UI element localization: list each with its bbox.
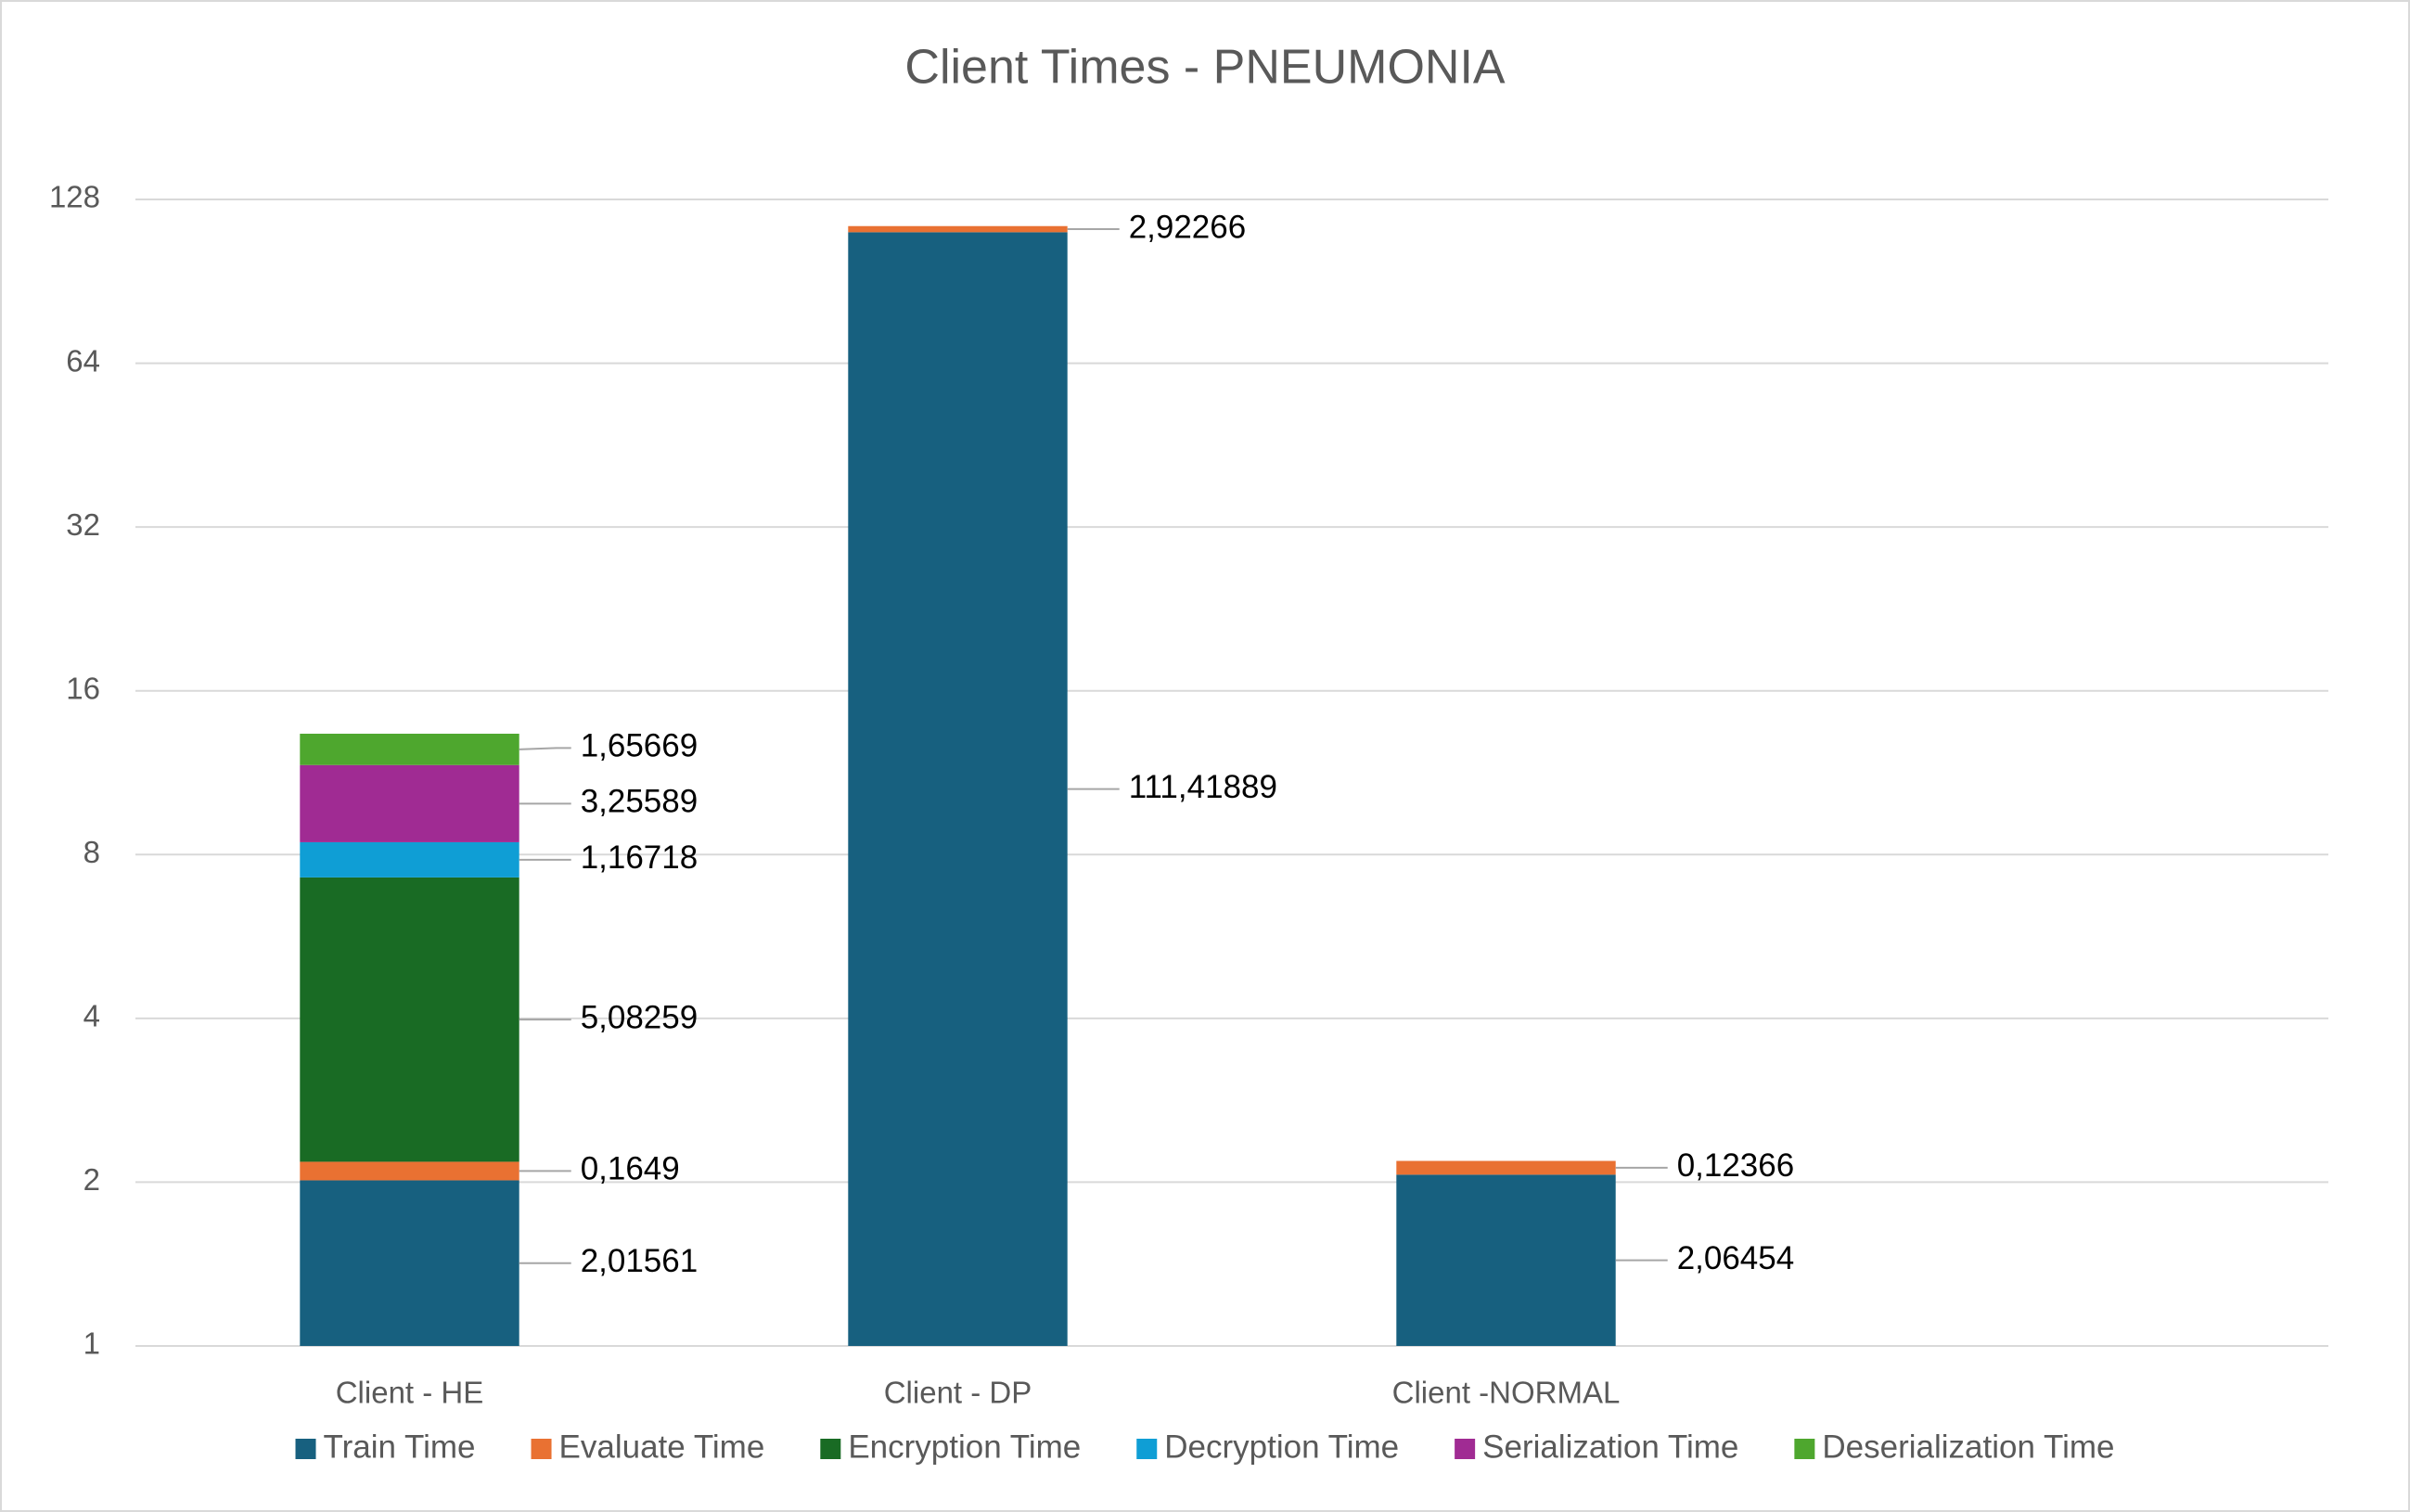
y-tick-label: 4 <box>83 999 100 1033</box>
x-tick-label: Client - HE <box>336 1376 484 1410</box>
legend-label: Encryption Time <box>848 1429 1081 1465</box>
y-tick-label: 8 <box>83 835 100 869</box>
data-label: 2,06454 <box>1677 1240 1795 1276</box>
legend-swatch <box>531 1439 552 1459</box>
bar-segment <box>300 764 519 842</box>
data-label: 1,16718 <box>581 839 699 876</box>
legend-swatch <box>1794 1439 1815 1459</box>
x-tick-label: Client - DP <box>884 1376 1032 1410</box>
y-tick-label: 16 <box>66 671 100 705</box>
legend-swatch <box>1455 1439 1476 1459</box>
data-label: 2,01561 <box>581 1243 699 1279</box>
leader-line <box>519 747 571 750</box>
legend-swatch <box>295 1439 316 1459</box>
bar-segment <box>300 1161 519 1181</box>
legend-label: Serialization Time <box>1482 1429 1738 1465</box>
x-tick-label: Client -NORMAL <box>1392 1376 1621 1410</box>
data-label: 2,92266 <box>1129 209 1247 245</box>
legend-label: Train Time <box>324 1429 476 1465</box>
bar-segment <box>300 1180 519 1346</box>
data-label: 111,41889 <box>1129 769 1277 805</box>
legend-swatch <box>1136 1439 1158 1459</box>
bar-segment <box>300 733 519 765</box>
bar-segment <box>848 225 1068 233</box>
legend-label: Decryption Time <box>1164 1429 1399 1465</box>
data-label: 3,25589 <box>581 784 699 820</box>
y-tick-label: 2 <box>83 1162 100 1197</box>
data-label: 1,65669 <box>581 728 699 764</box>
y-tick-label: 64 <box>66 343 100 378</box>
data-label: 0,12366 <box>1677 1147 1795 1184</box>
y-tick-label: 128 <box>49 180 100 214</box>
bar-segment <box>300 877 519 1162</box>
y-tick-label: 1 <box>83 1326 100 1361</box>
bar-segment <box>300 841 519 878</box>
y-tick-label: 32 <box>66 507 100 542</box>
legend-swatch <box>820 1439 841 1459</box>
legend-label: Deserialization Time <box>1822 1429 2114 1465</box>
bar-segment <box>848 232 1068 1346</box>
chart-title: Client Times - PNEUMONIA <box>904 41 1506 95</box>
legend-label: Evaluate Time <box>559 1429 765 1465</box>
data-label: 0,1649 <box>581 1151 680 1187</box>
bar-segment <box>1396 1174 1616 1346</box>
bar-segment <box>1396 1160 1616 1175</box>
data-label: 5,08259 <box>581 999 699 1035</box>
